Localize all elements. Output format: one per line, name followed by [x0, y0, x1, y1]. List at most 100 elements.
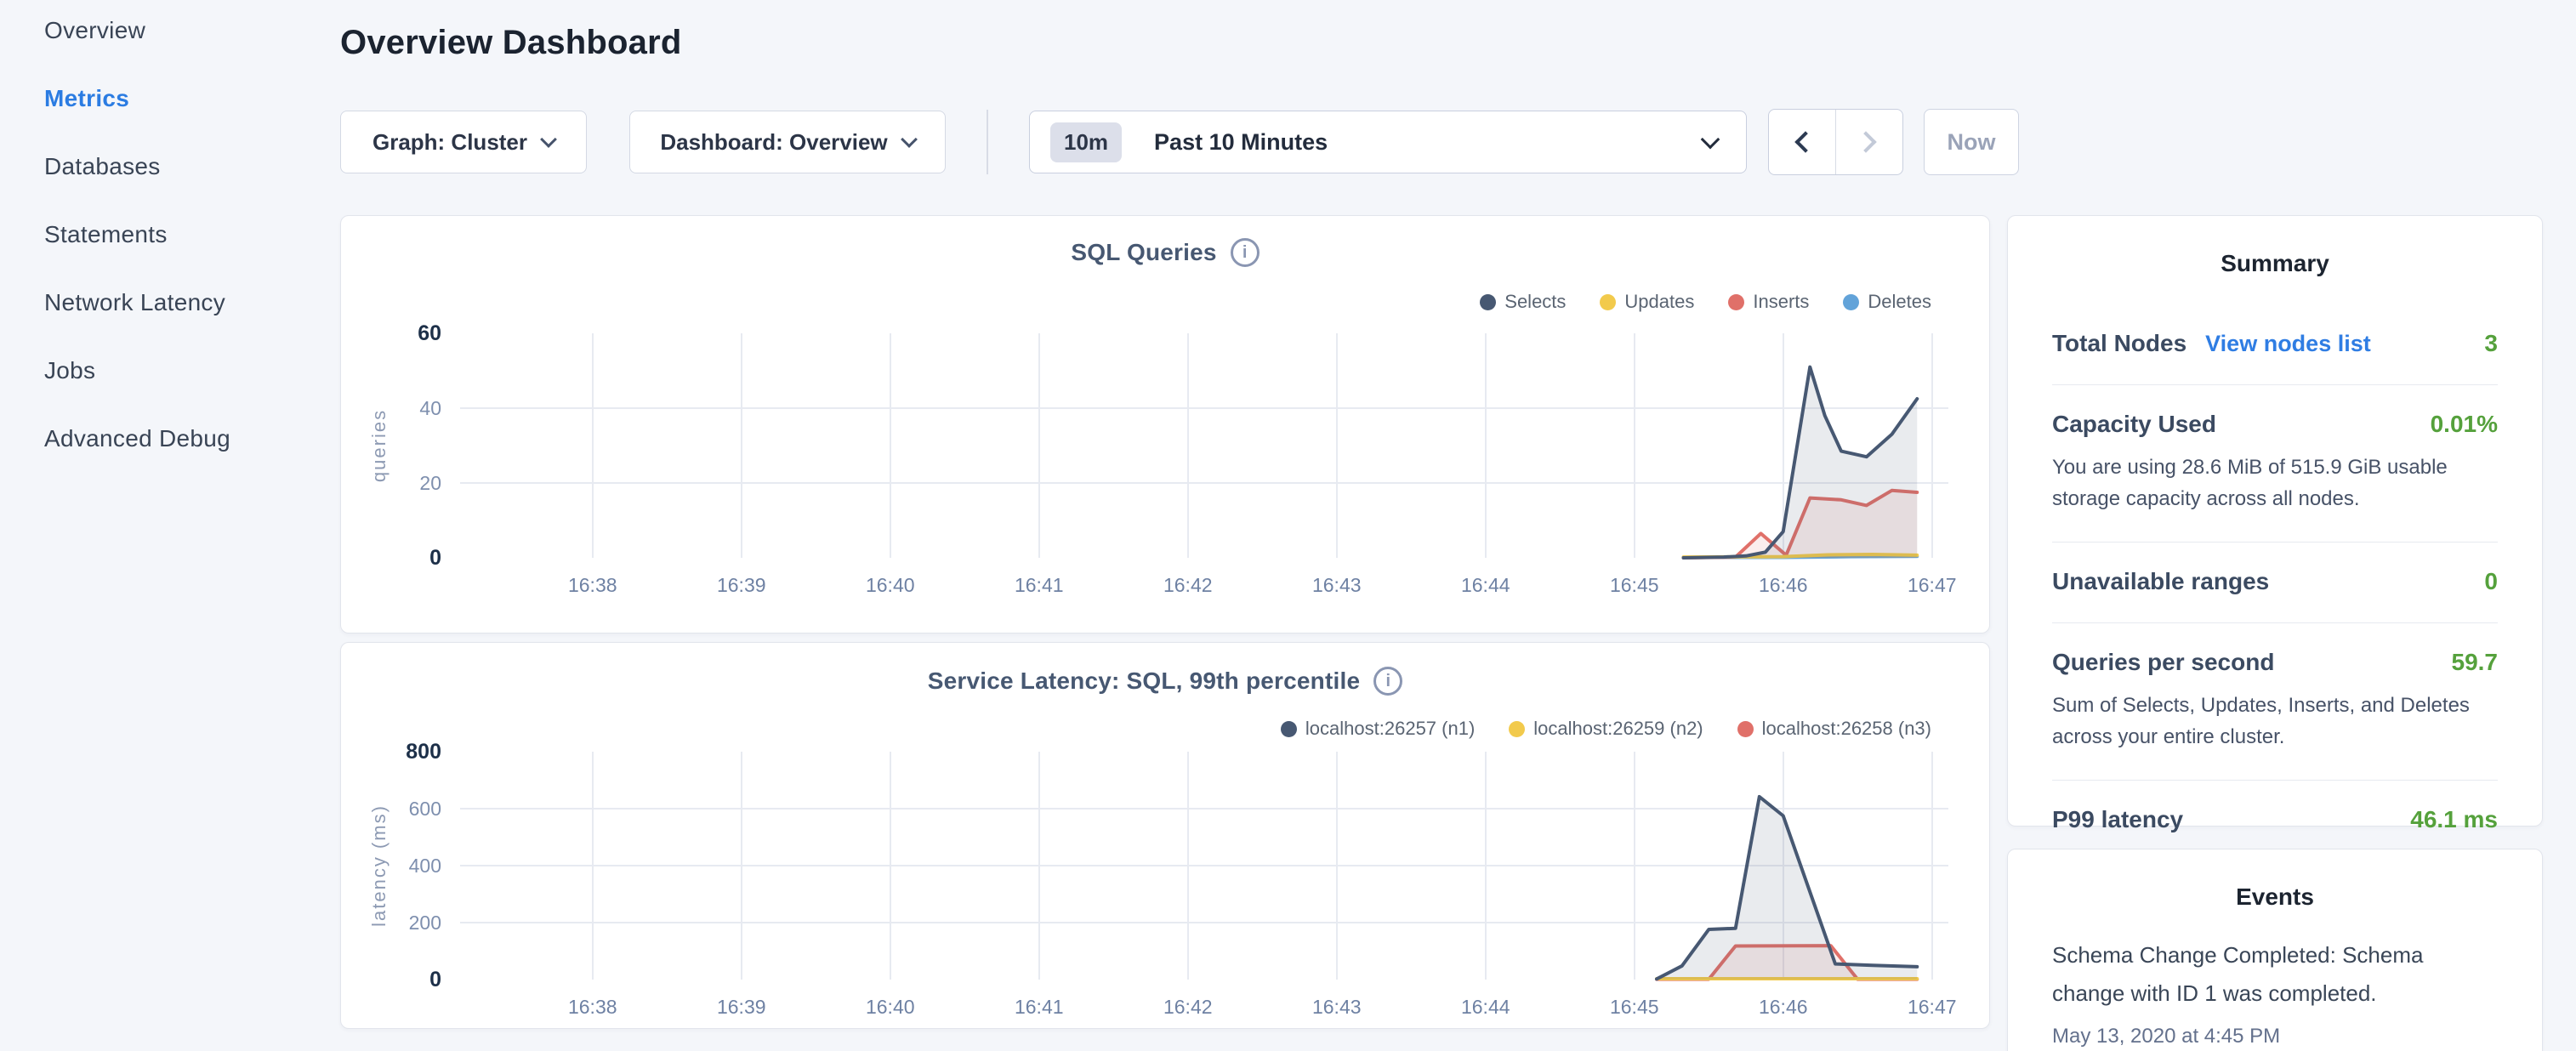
- svg-text:16:41: 16:41: [1015, 574, 1064, 596]
- legend-label: Updates: [1624, 291, 1695, 312]
- legend-dot-icon: [1509, 720, 1526, 737]
- svg-text:16:45: 16:45: [1610, 574, 1659, 596]
- svg-text:16:44: 16:44: [1461, 574, 1510, 596]
- svg-text:16:43: 16:43: [1312, 574, 1362, 596]
- legend-item[interactable]: Selects: [1480, 291, 1566, 313]
- chart-title: Service Latency: SQL, 99th percentile: [927, 668, 1361, 694]
- legend-item[interactable]: localhost:26258 (n3): [1737, 718, 1931, 740]
- summary-value: 0.01%: [2430, 411, 2498, 437]
- svg-text:600: 600: [409, 798, 441, 820]
- chart-legend: Selects Updates Inserts Deletes: [1480, 291, 1931, 313]
- sidebar-item-advanced-debug[interactable]: Advanced Debug: [44, 425, 231, 452]
- summary-row-capacity-used: Capacity Used 0.01% You are using 28.6 M…: [2052, 385, 2498, 543]
- time-range-selector[interactable]: 10m Past 10 Minutes: [1029, 111, 1747, 173]
- legend-label: localhost:26257 (n1): [1305, 718, 1476, 739]
- legend-item[interactable]: localhost:26257 (n1): [1280, 718, 1476, 740]
- event-timestamp: May 13, 2020 at 4:45 PM: [2052, 1025, 2281, 1048]
- svg-text:16:39: 16:39: [717, 574, 766, 596]
- sidebar-item-overview[interactable]: Overview: [44, 17, 146, 43]
- summary-value: 0: [2484, 568, 2498, 594]
- svg-text:20: 20: [419, 472, 441, 494]
- dashboard-dropdown-label: Dashboard: Overview: [660, 128, 888, 155]
- legend-dot-icon: [1843, 293, 1860, 310]
- summary-value: 46.1 ms: [2410, 806, 2498, 832]
- sidebar-item-metrics[interactable]: Metrics: [44, 85, 130, 111]
- events-title: Events: [2236, 883, 2314, 910]
- svg-text:16:47: 16:47: [1908, 574, 1957, 596]
- summary-label: P99 latency: [2052, 806, 2184, 832]
- legend-dot-icon: [1600, 293, 1617, 310]
- sql-queries-chart-card: SQL Queries i Selects Updates Inserts Delet…: [340, 215, 1990, 633]
- summary-description: Sum of Selects, Updates, Inserts, and De…: [2052, 694, 2470, 748]
- svg-text:16:38: 16:38: [568, 574, 617, 596]
- time-range-label: Past 10 Minutes: [1154, 128, 1328, 155]
- chevron-down-icon: [900, 131, 918, 148]
- legend-item[interactable]: Deletes: [1843, 291, 1931, 313]
- now-button[interactable]: Now: [1924, 109, 2019, 175]
- legend-label: Deletes: [1868, 291, 1931, 312]
- event-message[interactable]: Schema Change Completed: Schema change w…: [2052, 942, 2424, 1006]
- svg-text:16:42: 16:42: [1163, 996, 1213, 1018]
- graph-dropdown-label: Graph: Cluster: [372, 128, 528, 155]
- sidebar-item-jobs[interactable]: Jobs: [44, 357, 96, 383]
- sidebar-item-network-latency[interactable]: Network Latency: [44, 289, 226, 315]
- legend-dot-icon: [1737, 720, 1754, 737]
- summary-title: Summary: [2221, 250, 2329, 276]
- prev-time-button[interactable]: [1769, 110, 1836, 174]
- time-range-badge: 10m: [1050, 122, 1123, 162]
- chevron-down-icon: [1700, 129, 1720, 150]
- svg-text:400: 400: [409, 855, 441, 877]
- info-icon[interactable]: i: [1373, 667, 1403, 696]
- legend-dot-icon: [1480, 293, 1497, 310]
- svg-text:0: 0: [429, 968, 441, 991]
- legend-label: localhost:26258 (n3): [1761, 718, 1931, 739]
- svg-text:queries: queries: [368, 409, 390, 482]
- svg-text:0: 0: [429, 546, 441, 570]
- chevron-right-icon: [1855, 131, 1877, 153]
- svg-text:latency (ms): latency (ms): [368, 804, 390, 927]
- summary-panel: Summary Total Nodes View nodes list 3 Ca…: [2007, 215, 2543, 832]
- sidebar-item-statements[interactable]: Statements: [44, 221, 168, 247]
- svg-text:800: 800: [406, 740, 441, 764]
- divider: [987, 110, 988, 174]
- summary-value: 59.7: [2451, 649, 2499, 675]
- summary-label: Unavailable ranges: [2052, 568, 2270, 594]
- svg-text:16:44: 16:44: [1461, 996, 1510, 1018]
- chevron-left-icon: [1794, 131, 1817, 153]
- legend-dot-icon: [1728, 293, 1745, 310]
- legend-item[interactable]: Inserts: [1728, 291, 1809, 313]
- info-icon[interactable]: i: [1230, 238, 1260, 267]
- summary-value: 3: [2484, 330, 2498, 356]
- chevron-down-icon: [540, 131, 557, 148]
- sql-queries-chart: 16:38 16:39 16:40 16:41 16:42 16:43 16:44 16:45…: [368, 321, 1957, 596]
- summary-row-unavailable-ranges: Unavailable ranges 0: [2052, 543, 2498, 623]
- svg-text:16:40: 16:40: [866, 574, 915, 596]
- view-nodes-list-link[interactable]: View nodes list: [2205, 331, 2371, 356]
- chart-title: SQL Queries: [1071, 239, 1217, 265]
- summary-label: Capacity Used: [2052, 411, 2216, 437]
- page-title: Overview Dashboard: [340, 24, 682, 61]
- summary-description: You are using 28.6 MiB of 515.9 GiB usab…: [2052, 456, 2448, 510]
- svg-text:16:40: 16:40: [866, 996, 915, 1018]
- svg-text:16:39: 16:39: [717, 996, 766, 1018]
- svg-text:16:38: 16:38: [568, 996, 617, 1018]
- summary-label: Queries per second: [2052, 649, 2275, 675]
- sidebar-item-databases[interactable]: Databases: [44, 153, 161, 179]
- graph-dropdown[interactable]: Graph: Cluster: [340, 111, 587, 173]
- svg-text:200: 200: [409, 912, 441, 934]
- service-latency-chart-card: Service Latency: SQL, 99th percentile i …: [340, 642, 1990, 1029]
- legend-item[interactable]: localhost:26259 (n2): [1509, 718, 1703, 740]
- chart-legend: localhost:26257 (n1) localhost:26259 (n2)…: [1280, 718, 1931, 740]
- svg-text:16:43: 16:43: [1312, 996, 1362, 1018]
- time-pager: [1768, 109, 1903, 175]
- svg-text:16:41: 16:41: [1015, 996, 1064, 1018]
- legend-label: Selects: [1504, 291, 1567, 312]
- svg-text:16:46: 16:46: [1759, 996, 1808, 1018]
- legend-item[interactable]: Updates: [1600, 291, 1694, 313]
- dashboard-dropdown[interactable]: Dashboard: Overview: [629, 111, 946, 173]
- service-latency-chart: 16:38 16:39 16:40 16:41 16:42 16:43 16:44 16:45…: [368, 740, 1957, 1018]
- summary-row-total-nodes: Total Nodes View nodes list 3: [2052, 304, 2498, 385]
- summary-row-queries-per-second: Queries per second 59.7 Sum of Selects, …: [2052, 623, 2498, 781]
- next-time-button[interactable]: [1836, 110, 1902, 174]
